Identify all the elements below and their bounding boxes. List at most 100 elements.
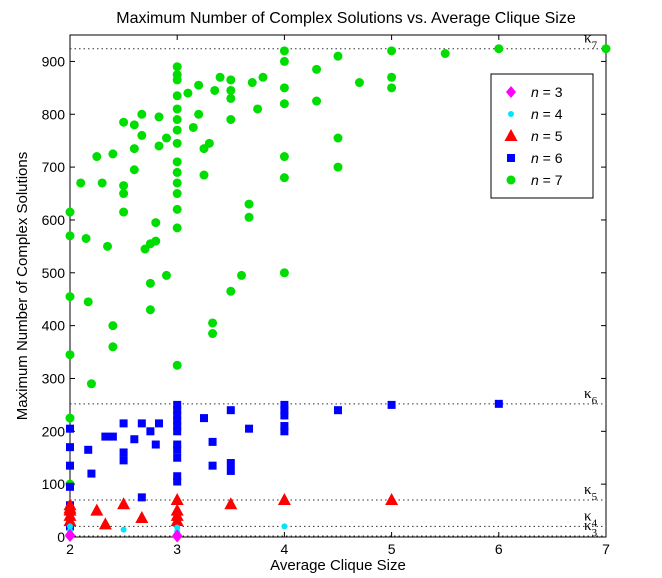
data-point [194, 80, 204, 90]
data-point [188, 122, 198, 132]
data-point [151, 440, 160, 449]
data-point [258, 72, 268, 82]
data-point [494, 44, 504, 54]
x-tick-label: 3 [173, 541, 181, 557]
data-point [280, 411, 289, 420]
data-point [119, 207, 129, 217]
data-point [226, 75, 236, 85]
y-tick-label: 500 [42, 265, 66, 281]
x-tick-label: 5 [388, 541, 396, 557]
reference-lines: κ3κ4κ5κ6κ7 [70, 31, 606, 539]
data-point [101, 432, 110, 441]
series-n5 [63, 493, 399, 530]
data-point [253, 104, 263, 114]
data-point [173, 400, 182, 409]
legend-marker [506, 86, 516, 98]
data-point [172, 115, 182, 125]
data-point [145, 278, 155, 288]
data-point [76, 178, 86, 188]
data-point [151, 236, 161, 246]
data-point [117, 497, 131, 510]
data-point [387, 72, 397, 82]
data-point [226, 93, 236, 103]
y-tick-label: 300 [42, 370, 66, 386]
legend-label: n = 4 [531, 106, 563, 122]
y-tick-label: 900 [42, 53, 66, 69]
data-point [130, 435, 139, 444]
legend-marker [507, 154, 515, 162]
reference-line-label: κ7 [584, 31, 598, 52]
data-point [173, 472, 182, 481]
data-point [208, 461, 217, 470]
data-point [66, 443, 74, 452]
data-point [172, 104, 182, 114]
data-point [200, 414, 208, 423]
reference-line-label: κ6 [584, 386, 598, 407]
data-point [151, 218, 161, 228]
data-point [333, 162, 343, 172]
data-point [170, 503, 184, 516]
data-point [137, 109, 147, 119]
data-point [172, 157, 182, 167]
x-tick-label: 6 [495, 541, 503, 557]
data-point [154, 141, 164, 151]
data-point [244, 212, 254, 222]
data-point [108, 149, 118, 159]
data-point [387, 400, 396, 409]
data-point [65, 413, 75, 423]
data-point [154, 112, 164, 122]
data-point [174, 524, 181, 531]
y-tick-label: 200 [42, 423, 66, 439]
data-point [172, 360, 182, 370]
reference-line-label: κ4 [584, 508, 598, 529]
data-point [279, 268, 289, 278]
data-point [135, 510, 149, 523]
series-n3 [65, 528, 183, 543]
data-point [119, 117, 129, 127]
y-tick-label: 100 [42, 476, 66, 492]
x-tick-label: 2 [66, 541, 74, 557]
data-point [172, 167, 182, 177]
data-point [86, 379, 96, 389]
data-point [120, 526, 127, 533]
data-point [119, 419, 128, 428]
x-tick-label: 4 [281, 541, 289, 557]
data-point [66, 461, 74, 470]
data-point [354, 78, 364, 88]
data-point [172, 125, 182, 135]
data-point [280, 427, 289, 436]
data-point [279, 56, 289, 66]
data-point [333, 133, 343, 143]
data-point [87, 469, 96, 478]
data-point [226, 286, 236, 296]
data-point [97, 178, 107, 188]
data-point [129, 165, 139, 175]
data-point [173, 427, 182, 436]
data-point [129, 120, 139, 130]
y-tick-label: 0 [57, 529, 65, 545]
data-point [279, 152, 289, 162]
legend-label: n = 6 [531, 150, 563, 166]
data-point [84, 445, 93, 454]
data-point [226, 406, 235, 415]
data-point [172, 529, 183, 542]
data-point [226, 466, 235, 475]
x-axis-label: Average Clique Size [270, 557, 406, 574]
data-point [146, 427, 155, 436]
data-point [63, 498, 77, 511]
data-point [81, 233, 91, 243]
data-point [119, 189, 129, 199]
data-point [208, 437, 217, 446]
data-point [172, 204, 182, 214]
data-point [247, 78, 257, 88]
data-point [172, 189, 182, 199]
data-point [172, 138, 182, 148]
data-point [137, 493, 146, 502]
data-point [108, 432, 117, 441]
data-point [170, 493, 184, 506]
data-point [215, 72, 225, 82]
x-tick-label: 7 [602, 541, 610, 557]
data-point [172, 62, 182, 72]
data-point [173, 440, 182, 449]
